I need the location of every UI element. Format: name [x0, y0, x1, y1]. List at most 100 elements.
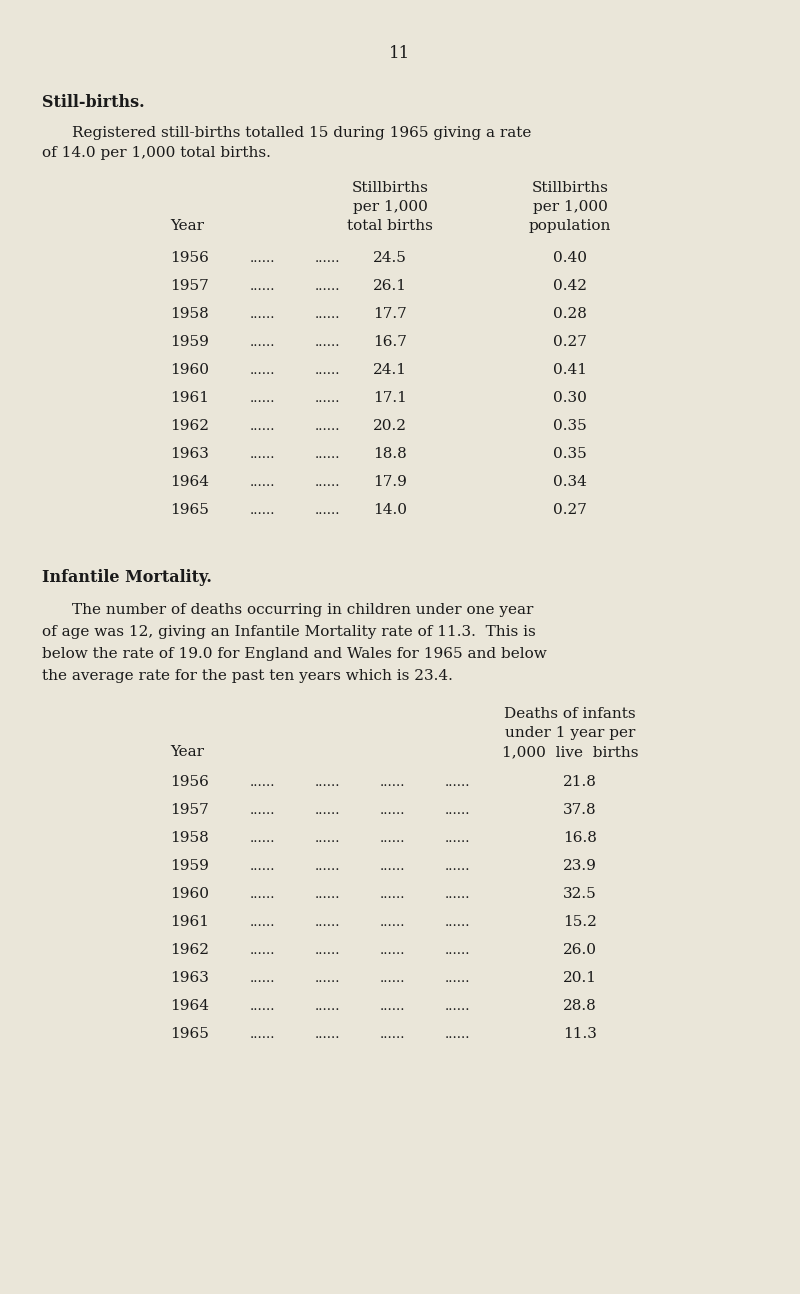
Text: ......: ......: [250, 1027, 275, 1040]
Text: 23.9: 23.9: [563, 859, 597, 873]
Text: 1956: 1956: [170, 775, 209, 789]
Text: ......: ......: [250, 364, 275, 377]
Text: the average rate for the past ten years which is 23.4.: the average rate for the past ten years …: [42, 669, 453, 683]
Text: Stillbirths: Stillbirths: [351, 181, 429, 195]
Text: ......: ......: [445, 972, 470, 985]
Text: 0.40: 0.40: [553, 251, 587, 265]
Text: under 1 year per: under 1 year per: [505, 726, 635, 740]
Text: ......: ......: [445, 776, 470, 789]
Text: Infantile Mortality.: Infantile Mortality.: [42, 569, 212, 586]
Text: 1962: 1962: [170, 419, 209, 433]
Text: 26.0: 26.0: [563, 943, 597, 958]
Text: 0.35: 0.35: [553, 446, 587, 461]
Text: 15.2: 15.2: [563, 915, 597, 929]
Text: ......: ......: [315, 1027, 341, 1040]
Text: 32.5: 32.5: [563, 886, 597, 901]
Text: 20.2: 20.2: [373, 419, 407, 433]
Text: ......: ......: [315, 776, 341, 789]
Text: 37.8: 37.8: [563, 804, 597, 817]
Text: ......: ......: [250, 308, 275, 321]
Text: ......: ......: [250, 392, 275, 405]
Text: ......: ......: [380, 972, 406, 985]
Text: 24.5: 24.5: [373, 251, 407, 265]
Text: ......: ......: [250, 280, 275, 292]
Text: ......: ......: [380, 1027, 406, 1040]
Text: 0.27: 0.27: [553, 335, 587, 349]
Text: ......: ......: [315, 421, 341, 433]
Text: ......: ......: [250, 503, 275, 518]
Text: ......: ......: [250, 476, 275, 489]
Text: ......: ......: [380, 888, 406, 901]
Text: 0.42: 0.42: [553, 280, 587, 292]
Text: The number of deaths occurring in children under one year: The number of deaths occurring in childr…: [72, 603, 534, 617]
Text: 1960: 1960: [170, 886, 209, 901]
Text: 28.8: 28.8: [563, 999, 597, 1013]
Text: 1961: 1961: [170, 915, 209, 929]
Text: 1,000  live  births: 1,000 live births: [502, 745, 638, 760]
Text: 1965: 1965: [170, 1027, 209, 1040]
Text: ......: ......: [315, 916, 341, 929]
Text: ......: ......: [315, 1000, 341, 1013]
Text: 0.27: 0.27: [553, 503, 587, 518]
Text: ......: ......: [380, 1000, 406, 1013]
Text: ......: ......: [315, 804, 341, 817]
Text: ......: ......: [445, 945, 470, 958]
Text: ......: ......: [445, 861, 470, 873]
Text: 1962: 1962: [170, 943, 209, 958]
Text: ......: ......: [250, 832, 275, 845]
Text: 0.30: 0.30: [553, 391, 587, 405]
Text: 11.3: 11.3: [563, 1027, 597, 1040]
Text: 18.8: 18.8: [373, 446, 407, 461]
Text: of age was 12, giving an Infantile Mortality rate of 11.3.  This is: of age was 12, giving an Infantile Morta…: [42, 625, 536, 639]
Text: 16.7: 16.7: [373, 335, 407, 349]
Text: ......: ......: [380, 861, 406, 873]
Text: ......: ......: [315, 861, 341, 873]
Text: Year: Year: [170, 219, 204, 233]
Text: 1959: 1959: [170, 335, 209, 349]
Text: of 14.0 per 1,000 total births.: of 14.0 per 1,000 total births.: [42, 146, 271, 160]
Text: ......: ......: [250, 1000, 275, 1013]
Text: ......: ......: [380, 945, 406, 958]
Text: ......: ......: [315, 392, 341, 405]
Text: 1958: 1958: [170, 831, 209, 845]
Text: Registered still-births totalled 15 during 1965 giving a rate: Registered still-births totalled 15 duri…: [72, 126, 531, 140]
Text: ......: ......: [380, 832, 406, 845]
Text: 1959: 1959: [170, 859, 209, 873]
Text: 1956: 1956: [170, 251, 209, 265]
Text: 0.28: 0.28: [553, 307, 587, 321]
Text: below the rate of 19.0 for England and Wales for 1965 and below: below the rate of 19.0 for England and W…: [42, 647, 546, 661]
Text: 0.35: 0.35: [553, 419, 587, 433]
Text: 16.8: 16.8: [563, 831, 597, 845]
Text: 26.1: 26.1: [373, 280, 407, 292]
Text: ......: ......: [250, 945, 275, 958]
Text: 1963: 1963: [170, 446, 209, 461]
Text: ......: ......: [315, 252, 341, 265]
Text: 20.1: 20.1: [563, 970, 597, 985]
Text: ......: ......: [250, 421, 275, 433]
Text: ......: ......: [445, 916, 470, 929]
Text: ......: ......: [315, 476, 341, 489]
Text: 1957: 1957: [170, 804, 209, 817]
Text: total births: total births: [347, 219, 433, 233]
Text: 21.8: 21.8: [563, 775, 597, 789]
Text: 17.7: 17.7: [373, 307, 407, 321]
Text: ......: ......: [315, 503, 341, 518]
Text: ......: ......: [315, 972, 341, 985]
Text: ......: ......: [380, 916, 406, 929]
Text: population: population: [529, 219, 611, 233]
Text: ......: ......: [250, 776, 275, 789]
Text: ......: ......: [250, 804, 275, 817]
Text: 1963: 1963: [170, 970, 209, 985]
Text: 1961: 1961: [170, 391, 209, 405]
Text: ......: ......: [445, 804, 470, 817]
Text: ......: ......: [445, 1027, 470, 1040]
Text: ......: ......: [315, 336, 341, 349]
Text: ......: ......: [315, 448, 341, 461]
Text: 17.1: 17.1: [373, 391, 407, 405]
Text: ......: ......: [315, 945, 341, 958]
Text: 1965: 1965: [170, 503, 209, 518]
Text: Year: Year: [170, 745, 204, 760]
Text: per 1,000: per 1,000: [533, 201, 607, 214]
Text: ......: ......: [380, 804, 406, 817]
Text: ......: ......: [250, 972, 275, 985]
